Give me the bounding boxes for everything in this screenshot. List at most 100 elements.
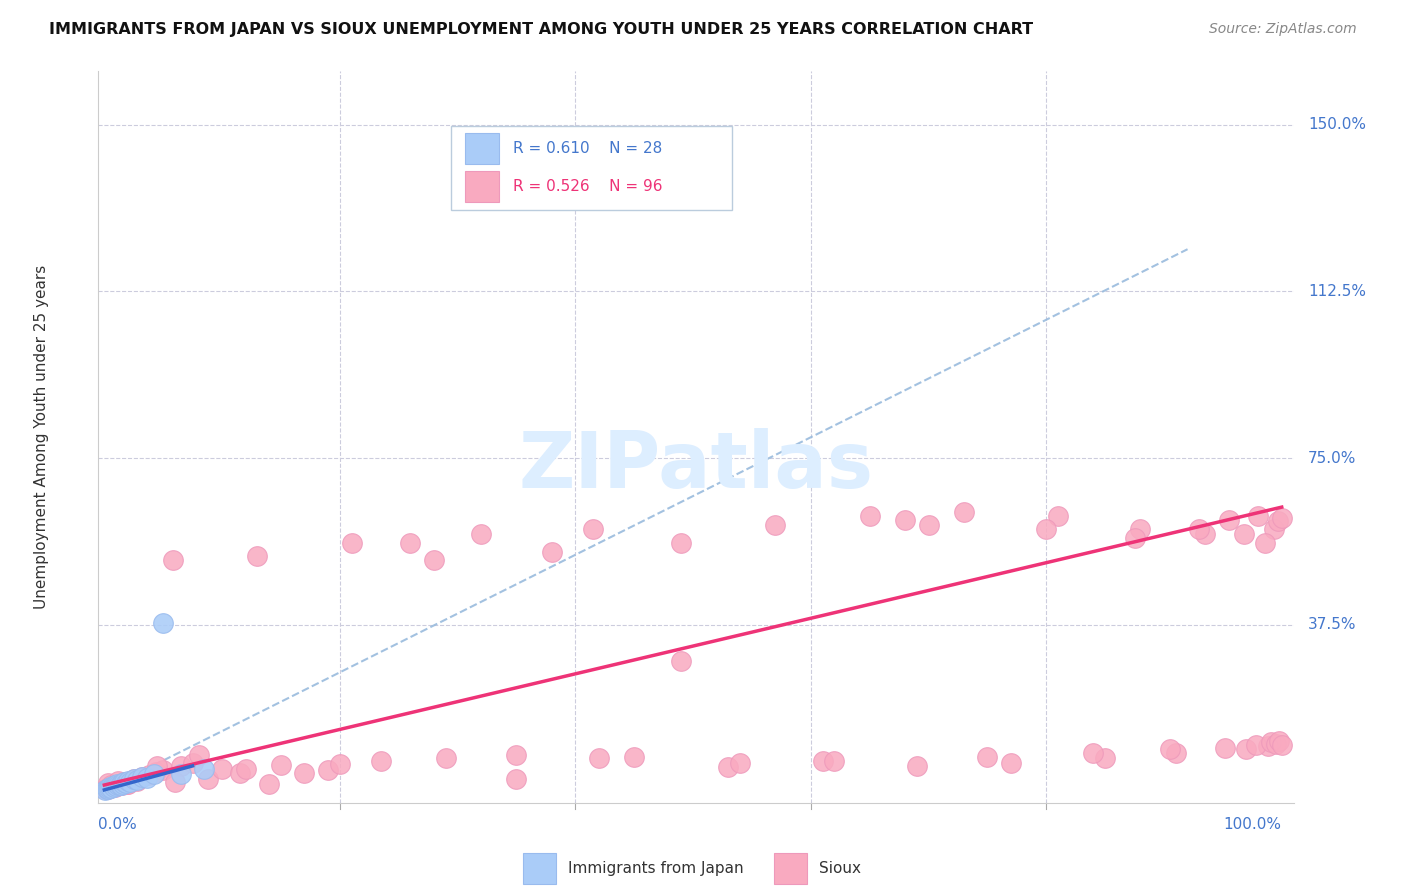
Point [94,782,117,797]
Point [112,775,135,789]
Point [105,777,128,791]
Point [671,653,693,667]
Point [110,776,132,790]
Point [917,517,939,532]
Bar [465,171,499,202]
Point [101,780,124,794]
Point [112,775,135,789]
Point [1129,522,1152,536]
Point [98,781,121,796]
Point [905,759,928,773]
Point [1247,508,1270,523]
Text: 150.0%: 150.0% [1308,117,1365,132]
Text: Source: ZipAtlas.com: Source: ZipAtlas.com [1209,22,1357,37]
Point [197,772,219,787]
Point [588,751,610,765]
Point [728,756,751,770]
Text: 75.0%: 75.0% [1308,450,1357,466]
Point [329,757,352,772]
Point [370,755,392,769]
Point [270,758,292,772]
Point [96,782,118,797]
Point [152,764,174,778]
Point [187,748,209,763]
Point [1267,514,1289,528]
Point [671,535,693,549]
Point [103,779,125,793]
Point [97,782,120,797]
Point [1264,737,1286,751]
Point [1271,738,1294,752]
Point [117,774,139,789]
Point [142,767,165,781]
Point [1047,508,1070,523]
Text: 100.0%: 100.0% [1223,817,1282,832]
Point [107,779,129,793]
Point [120,773,142,788]
Point [104,778,127,792]
Text: 37.5%: 37.5% [1308,617,1357,632]
Point [94,783,117,797]
Point [1233,526,1256,541]
Point [97,776,120,790]
Point [294,766,316,780]
Point [111,776,134,790]
Point [1236,742,1258,756]
Point [1035,522,1057,536]
Point [1188,522,1211,536]
Text: Unemployment Among Youth under 25 years: Unemployment Among Youth under 25 years [34,265,49,609]
Point [135,772,157,786]
Point [953,504,976,518]
Point [170,759,193,773]
Point [105,780,128,794]
Point [97,782,120,797]
Point [96,781,118,796]
Point [146,759,169,773]
Text: Immigrants from Japan: Immigrants from Japan [568,861,744,876]
Point [505,772,527,787]
Point [235,762,257,776]
Point [859,508,882,523]
Point [316,764,339,778]
Point [505,748,527,763]
Point [98,780,121,795]
Point [540,544,562,558]
Text: IMMIGRANTS FROM JAPAN VS SIOUX UNEMPLOYMENT AMONG YOUTH UNDER 25 YEARS CORRELATI: IMMIGRANTS FROM JAPAN VS SIOUX UNEMPLOYM… [49,22,1033,37]
Point [1213,741,1236,756]
Point [811,755,834,769]
Point [193,762,215,776]
Point [103,780,125,795]
Point [163,775,186,789]
Point [1244,738,1267,752]
Point [110,778,132,792]
Point [120,775,142,789]
Point [117,777,139,791]
Point [108,778,131,792]
Point [1083,746,1105,760]
Text: 0.0%: 0.0% [98,817,138,832]
Point [1194,526,1216,541]
Point [1260,735,1282,749]
FancyBboxPatch shape [451,126,733,211]
Text: R = 0.526    N = 96: R = 0.526 N = 96 [513,178,662,194]
Point [107,773,129,788]
Point [1218,513,1240,527]
Point [1094,751,1116,765]
Point [98,781,121,796]
Text: Sioux: Sioux [820,861,860,876]
Point [1254,535,1277,549]
Point [181,756,204,770]
Point [100,781,122,796]
Point [894,513,917,527]
Point [246,549,269,563]
Point [101,780,124,795]
Point [138,768,160,782]
Point [470,526,492,541]
Point [105,779,128,793]
Point [340,535,363,549]
Point [127,773,149,788]
Point [623,750,645,764]
Point [108,778,131,792]
Point [114,776,136,790]
Point [112,777,135,791]
